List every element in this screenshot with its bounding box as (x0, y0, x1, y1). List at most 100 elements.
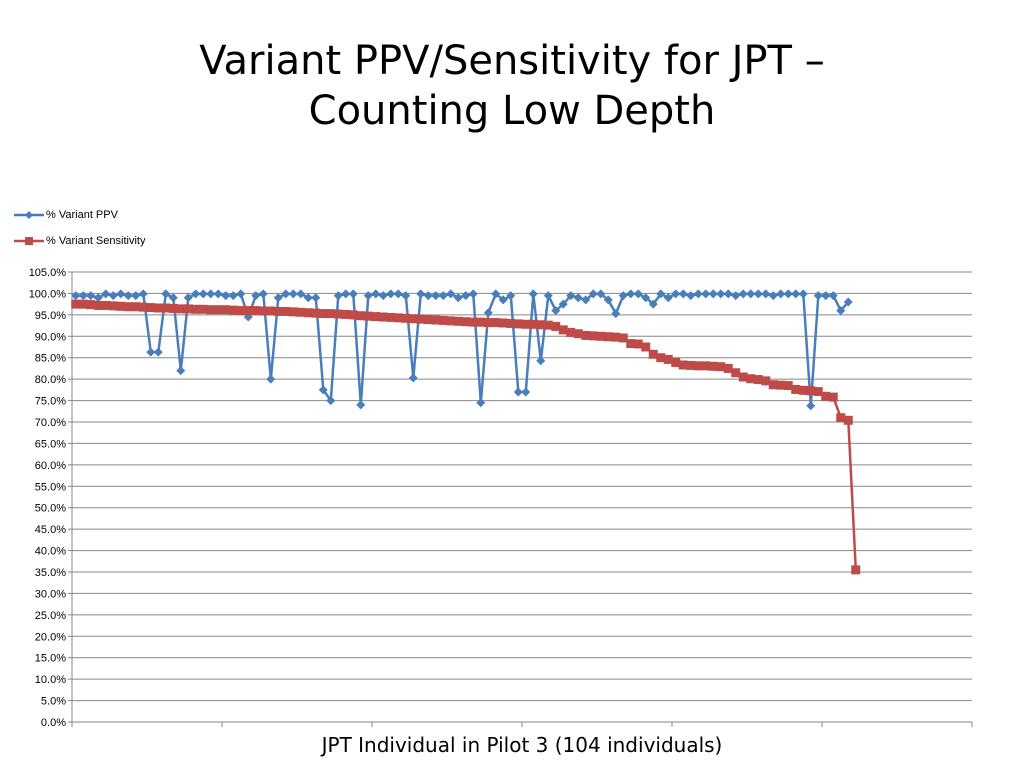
data-point-ppv (326, 396, 336, 406)
data-point-sensitivity (776, 380, 786, 390)
data-point-ppv (131, 291, 141, 301)
data-point-sensitivity (161, 303, 171, 313)
data-point-sensitivity (836, 413, 846, 423)
data-point-ppv (626, 289, 636, 299)
data-point-sensitivity (93, 300, 103, 310)
data-point-ppv (558, 299, 568, 309)
data-point-ppv (116, 289, 126, 299)
y-tick-label: 15.0% (35, 653, 66, 665)
data-point-ppv (708, 289, 718, 299)
data-point-ppv (453, 293, 463, 303)
y-tick-label: 100.0% (29, 288, 67, 300)
data-point-sensitivity (281, 306, 291, 316)
data-point-ppv (408, 373, 418, 383)
data-point-ppv (618, 291, 628, 301)
data-point-sensitivity (581, 330, 591, 340)
data-point-ppv (236, 289, 246, 299)
data-point-sensitivity (386, 312, 396, 322)
data-point-sensitivity (131, 302, 141, 312)
data-point-sensitivity (236, 306, 246, 316)
data-point-ppv (693, 289, 703, 299)
legend-label-ppv: % Variant PPV (46, 209, 118, 221)
data-point-sensitivity (191, 304, 201, 314)
data-point-ppv (648, 299, 658, 309)
data-point-ppv (101, 289, 111, 299)
data-point-sensitivity (356, 311, 366, 321)
data-point-ppv (588, 289, 598, 299)
slide-title-line-2: Counting Low Depth (308, 88, 716, 134)
data-point-ppv (363, 291, 373, 301)
data-point-sensitivity (183, 304, 193, 314)
data-point-sensitivity (791, 384, 801, 394)
legend-sensitivity-marker-icon (14, 237, 44, 245)
y-tick-label: 75.0% (35, 396, 66, 408)
data-point-ppv (761, 289, 771, 299)
data-point-sensitivity (551, 321, 561, 331)
data-point-sensitivity (573, 329, 583, 339)
data-point-sensitivity (198, 304, 208, 314)
data-point-sensitivity (746, 374, 756, 384)
data-point-sensitivity (341, 309, 351, 319)
y-tick-label: 90.0% (35, 331, 66, 343)
data-point-sensitivity (843, 415, 853, 425)
data-point-ppv (183, 293, 193, 303)
data-point-sensitivity (783, 381, 793, 391)
data-point-ppv (431, 291, 441, 301)
data-point-sensitivity (641, 342, 651, 352)
data-point-sensitivity (798, 385, 808, 395)
data-point-ppv (656, 289, 666, 299)
y-tick-label: 40.0% (35, 546, 66, 558)
data-point-sensitivity (378, 312, 388, 322)
data-point-ppv (258, 289, 268, 299)
data-point-sensitivity (453, 316, 463, 326)
data-point-sensitivity (566, 327, 576, 337)
data-point-sensitivity (401, 313, 411, 323)
data-point-ppv (701, 289, 711, 299)
data-point-sensitivity (461, 317, 471, 327)
data-point-ppv (191, 289, 201, 299)
y-tick-label: 70.0% (35, 417, 66, 429)
data-point-sensitivity (273, 306, 283, 316)
data-point-sensitivity (633, 339, 643, 349)
data-point-sensitivity (716, 362, 726, 372)
data-point-sensitivity (558, 325, 568, 335)
data-point-sensitivity (708, 361, 718, 371)
data-point-ppv (123, 291, 133, 301)
data-point-ppv (566, 291, 576, 301)
data-point-sensitivity (851, 565, 861, 575)
data-point-ppv (228, 291, 238, 301)
data-point-sensitivity (288, 307, 298, 317)
y-tick-label: 20.0% (35, 631, 66, 643)
data-point-sensitivity (408, 314, 418, 324)
data-point-ppv (528, 289, 538, 299)
data-point-sensitivity (146, 303, 156, 313)
data-point-sensitivity (153, 303, 163, 313)
data-point-sensitivity (303, 308, 313, 318)
data-point-ppv (78, 291, 88, 301)
data-point-sensitivity (363, 311, 373, 321)
data-point-sensitivity (416, 314, 426, 324)
data-point-ppv (213, 289, 223, 299)
data-point-sensitivity (521, 319, 531, 329)
data-point-sensitivity (483, 318, 493, 328)
data-point-sensitivity (348, 310, 358, 320)
data-point-ppv (251, 291, 261, 301)
data-point-sensitivity (393, 313, 403, 323)
data-point-sensitivity (228, 305, 238, 315)
data-point-ppv (491, 289, 501, 299)
data-point-sensitivity (821, 391, 831, 401)
data-point-ppv (813, 291, 823, 301)
data-point-ppv (401, 291, 411, 301)
series-line-sensitivity (75, 302, 858, 570)
data-point-ppv (506, 291, 516, 301)
data-point-ppv (461, 291, 471, 301)
y-tick-label: 105.0% (29, 267, 67, 279)
data-point-ppv (843, 297, 853, 307)
data-point-sensitivity (108, 301, 118, 311)
data-point-sensitivity (296, 307, 306, 317)
data-point-ppv (446, 289, 456, 299)
y-tick-label: 5.0% (41, 696, 66, 708)
data-point-sensitivity (618, 333, 628, 343)
data-point-sensitivity (693, 361, 703, 371)
data-point-ppv (386, 289, 396, 299)
